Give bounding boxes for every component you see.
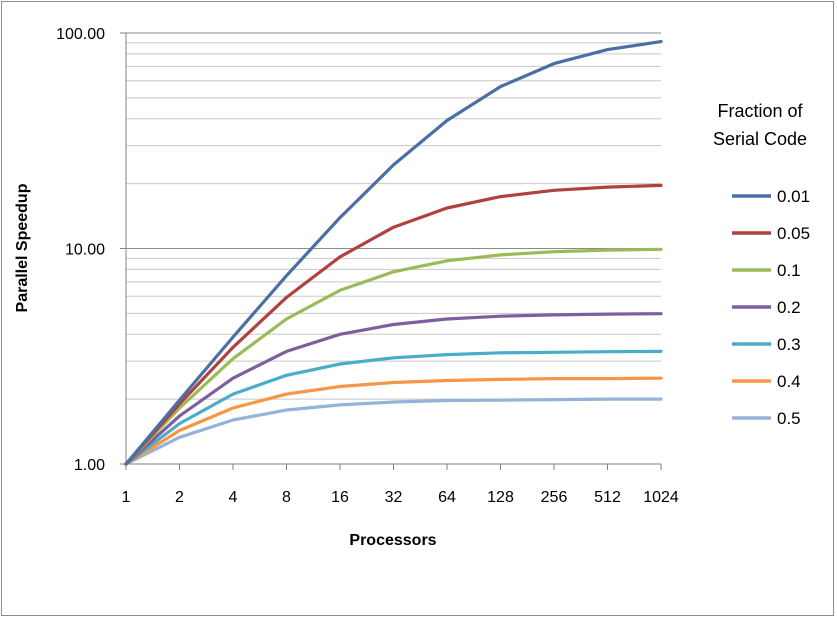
x-tick-label: 32: [385, 489, 403, 506]
x-axis-title: Processors: [349, 532, 436, 549]
x-tick-label: 256: [541, 489, 568, 506]
series-line-0-5: [124, 397, 663, 466]
legend-label-0-3: 0.3: [777, 335, 801, 354]
legend-label-0-4: 0.4: [777, 372, 801, 391]
series-lines: [124, 39, 663, 466]
series-line-0-2: [124, 312, 663, 466]
legend-label-0-5: 0.5: [777, 409, 801, 428]
legend-label-0-2: 0.2: [777, 298, 801, 317]
legend-label-0-05: 0.05: [777, 224, 810, 243]
x-tick-label: 128: [487, 489, 514, 506]
x-tick-label: 8: [282, 489, 291, 506]
series-line-0-05: [124, 183, 663, 466]
legend: Fraction of Serial Code 0.010.050.10.20.…: [713, 101, 810, 428]
x-tick-label: 1: [122, 489, 131, 506]
x-tick-label: 64: [438, 489, 456, 506]
y-tick-label: 100.00: [56, 26, 105, 43]
x-tick-label: 512: [594, 489, 621, 506]
x-tick-label: 2: [175, 489, 184, 506]
series-line-0-4: [124, 376, 663, 466]
series-line-0-1: [124, 247, 663, 466]
x-tick-label: 16: [331, 489, 349, 506]
x-tick-label: 1024: [643, 489, 679, 506]
tick-labels: 1.00 10.00 100.00 1 2 4 8 16 32 64 128 256 512 1024: [56, 26, 679, 506]
legend-label-0-1: 0.1: [777, 261, 801, 280]
legend-items: 0.01 0.05 0.1 0.2 0.3 0.4 0.5: [732, 187, 810, 428]
legend-title-line-1: Fraction of: [717, 101, 803, 121]
series-line-0-01: [124, 39, 663, 466]
y-tick-label: 1.00: [74, 457, 105, 474]
series-line-0-3: [124, 349, 663, 466]
legend-title-line-2: Serial Code: [713, 129, 807, 149]
y-axis-title: Parallel Speedup: [14, 183, 31, 312]
y-tick-label: 10.00: [65, 242, 105, 259]
legend-label-0-01: 0.01: [777, 187, 810, 206]
x-tick-label: 4: [229, 489, 238, 506]
axes: [120, 32, 662, 470]
